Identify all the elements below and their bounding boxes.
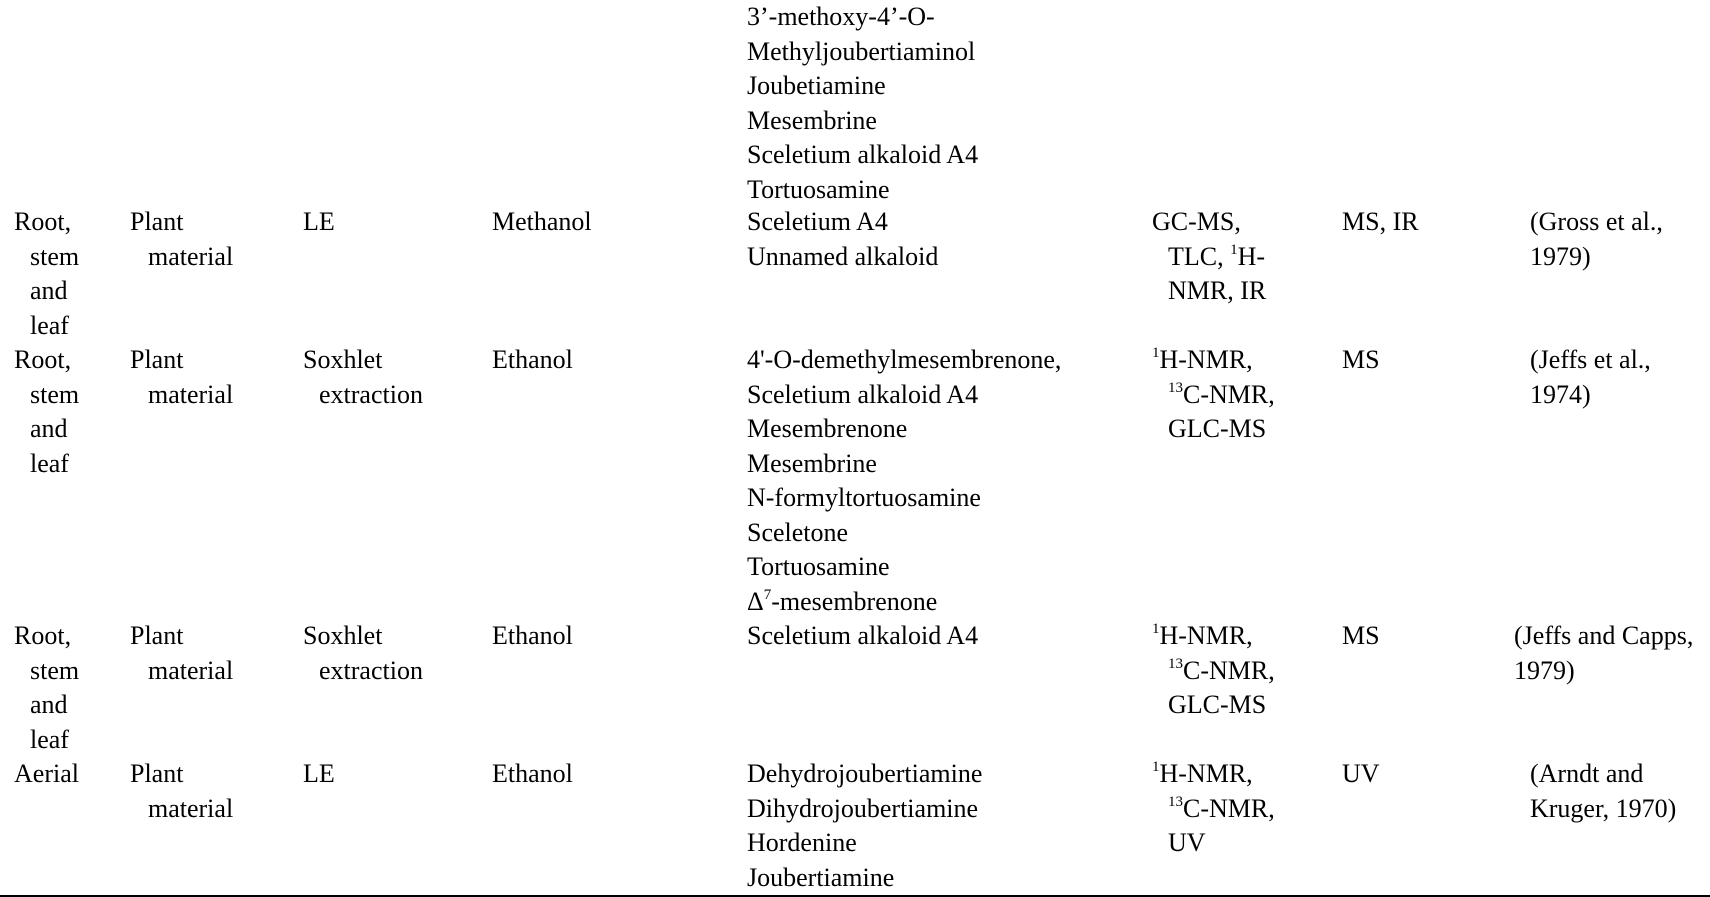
identification-cell: MS [1342, 621, 1380, 650]
compound-list: 3’-methoxy-4’-O- Methyljoubertiaminol Jo… [747, 0, 978, 207]
solvent-cell: Ethanol [492, 621, 573, 650]
compound-item: Δ7-mesembrenone [747, 586, 938, 616]
compound-item: Mesembrine [747, 105, 877, 135]
method-cell: Soxhlet extraction [303, 621, 423, 685]
reference-cell: (Gross et al., 1979) [1530, 207, 1663, 271]
method-cell: LE [303, 207, 335, 236]
compound-item: 4'-O-demethylmesembrenone, [747, 345, 1062, 374]
compound-item: 3’-methoxy-4’-O- [747, 2, 935, 31]
plant-part-cell: Aerial [14, 759, 79, 788]
compound-item: Unnamed alkaloid [747, 241, 939, 271]
analysis-cell: GC-MS, TLC, 1H- NMR, IR [1152, 207, 1267, 305]
table-bottom-rule [0, 895, 1710, 897]
compounds-cell: Dehydrojoubertiamine Dihydrojoubertiamin… [747, 757, 982, 895]
plant-part-cell: Root, stem and leaf [14, 345, 80, 478]
compound-item: Sceletium alkaloid A4 [747, 140, 979, 169]
compound-item: Mesembrine [747, 448, 877, 478]
material-cell: Plant material [130, 207, 234, 271]
compound-item: Tortuosamine [747, 174, 890, 204]
material-cell: Plant material [130, 621, 234, 685]
method-cell: LE [303, 759, 335, 788]
compound-item: Mesembrenone [747, 414, 908, 443]
compound-item: Dehydrojoubertiamine [747, 759, 983, 788]
compound-item: Tortuosamine [747, 552, 890, 581]
identification-cell: MS [1342, 345, 1380, 374]
compounds-cell: Sceletium alkaloid A4 [747, 619, 978, 654]
material-cell: Plant material [130, 345, 234, 409]
reference-cell: (Jeffs and Capps, 1979) [1514, 621, 1694, 685]
method-cell: Soxhlet extraction [303, 345, 423, 409]
compound-item: Methyljoubertiaminol [747, 36, 976, 66]
solvent-cell: Ethanol [492, 345, 573, 374]
compounds-cell: 4'-O-demethylmesembrenone, Sceletium alk… [747, 343, 1061, 619]
analysis-cell: 1H-NMR, 13C-NMR, UV [1152, 759, 1275, 857]
compound-item: Sceletium alkaloid A4 [747, 379, 979, 409]
compound-item: Sceletium alkaloid A4 [747, 621, 979, 650]
solvent-cell: Ethanol [492, 759, 573, 788]
solvent-cell: Methanol [492, 207, 592, 236]
compound-item: Sceletium A4 [747, 207, 888, 236]
compound-item: Dihydrojoubertiamine [747, 793, 979, 823]
compound-item: Joubertiamine [747, 862, 895, 892]
compound-item: Hordenine [747, 828, 857, 857]
identification-cell: UV [1342, 759, 1380, 788]
material-cell: Plant material [130, 759, 234, 823]
analysis-cell: 1H-NMR, 13C-NMR, GLC-MS [1152, 345, 1275, 443]
analysis-cell: 1H-NMR, 13C-NMR, GLC-MS [1152, 621, 1275, 719]
compound-item: Joubetiamine [747, 71, 886, 100]
identification-cell: MS, IR [1342, 207, 1419, 236]
compound-item: Sceletone [747, 517, 849, 547]
compounds-cell: Sceletium A4 Unnamed alkaloid [747, 205, 938, 274]
compound-item: N-formyltortuosamine [747, 483, 981, 512]
plant-part-cell: Root, stem and leaf [14, 621, 80, 754]
plant-part-cell: Root, stem and leaf [14, 207, 80, 340]
reference-cell: (Jeffs et al., 1974) [1530, 345, 1651, 409]
reference-cell: (Arndt and Kruger, 1970) [1530, 759, 1677, 823]
